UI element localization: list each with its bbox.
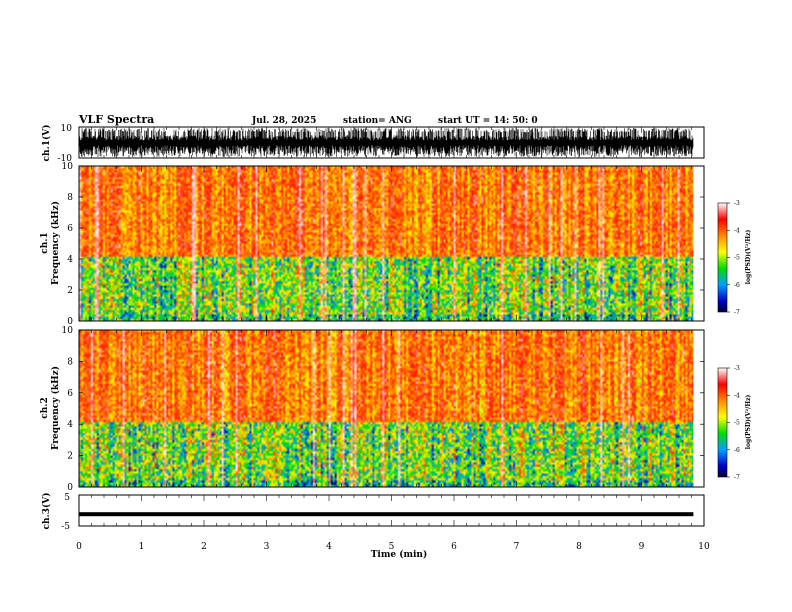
ch2-spectrogram-panel: 0 2 4 6 8 10 ch.2 Frequency (kHz) [40, 326, 705, 493]
ch1-spectrogram-ytick-label: 6 [67, 224, 73, 234]
start-time-label: start UT = 14: 50: 0 [438, 116, 538, 126]
ch1-spectrogram-panel: 0 2 4 6 8 10 ch.1 Frequency (kHz) [40, 162, 705, 327]
ch2-colorbar-label: log(PSD)(V2/Hz) [744, 395, 752, 450]
ch2-colorbar-tick-label: -7 [734, 474, 740, 481]
ch1-colorbar-scale [717, 202, 728, 313]
ch2-spectrogram-ytick-label: 2 [67, 452, 73, 462]
ch2-spectrogram-ytick-label: 4 [67, 420, 73, 430]
ch1-colorbar: -3 -4 -5 -6 -7 log(PSD)(V2/Hz) [717, 200, 752, 316]
ch3-waveform-ylabel: ch.3(V) [41, 493, 52, 530]
x-tick-label: 10 [698, 542, 710, 552]
station-label: station= ANG [343, 116, 412, 126]
ch2-spectrogram-cells [79, 330, 694, 487]
ch1-ytick-top: 10 [61, 124, 73, 134]
x-tick-label: 8 [576, 542, 582, 552]
ch2-spectrogram-ytick-label: 10 [62, 326, 74, 336]
ch2-colorbar-tick-label: -4 [734, 392, 740, 399]
ch2-spectrogram-image [79, 330, 694, 487]
ch1-spectrogram-ytick-label: 10 [62, 162, 74, 172]
ch2-spectrogram-ytick-label: 8 [67, 357, 73, 367]
ch2-colorbar-tick-label: -5 [734, 420, 740, 427]
x-tick-label: 7 [514, 542, 520, 552]
ch2-colorbar-tick-label: -6 [734, 447, 740, 454]
ch3-ytick-top: 5 [64, 493, 70, 503]
ch1-colorbar-tick-label: -5 [734, 255, 740, 262]
ch2-colorbar-tick-label: -3 [734, 365, 740, 372]
ch1-colorbar-tick-label: -3 [734, 200, 740, 207]
ch1-spectrogram-ylabel-1: ch.1 [40, 232, 50, 253]
ch2-colorbar-scale [717, 367, 728, 478]
x-tick-label: 2 [201, 542, 207, 552]
ch2-spectrogram-ytick-label: 0 [67, 483, 73, 493]
ch1-colorbar-tick-label: -6 [734, 282, 740, 289]
x-tick-label: 9 [639, 542, 645, 552]
ch1-waveform-ylabel: ch.1(V) [41, 125, 52, 162]
x-tick-label: 3 [264, 542, 270, 552]
x-tick-label: 5 [389, 542, 395, 552]
ch1-colorbar-tick-label: -4 [734, 227, 740, 234]
x-ticks [78, 127, 705, 526]
ch1-waveform-panel: 10 -10 ch.1(V) [41, 124, 705, 164]
x-tick-labels: 0 1 2 3 4 5 6 7 8 9 10 [76, 542, 710, 552]
ch2-colorbar: -3 -4 -5 -6 -7 log(PSD)(V2/Hz) [717, 365, 752, 481]
ch3-waveform-trace [79, 512, 694, 517]
ch1-spectrogram-ytick-label: 2 [67, 286, 73, 296]
ch1-colorbar-label: log(PSD)(V2/Hz) [744, 230, 752, 285]
ch3-ytick-bottom: -5 [61, 522, 70, 532]
ch1-spectrogram-ytick-label: 0 [67, 317, 73, 327]
ch1-waveform-line [78, 128, 694, 157]
ch2-spectrogram-ytick-label: 6 [67, 389, 73, 399]
figure-title: VLF Spectra [78, 113, 154, 126]
ch1-spectrogram-ytick-label: 8 [67, 193, 73, 203]
x-tick-label: 6 [451, 542, 457, 552]
ch2-spectrogram-ylabel-1: ch.2 [40, 397, 50, 418]
ch1-spectrogram-ytick-label: 4 [67, 255, 73, 265]
date-label: Jul. 28, 2025 [251, 116, 316, 126]
x-tick-label: 1 [139, 542, 145, 552]
ch3-waveform-panel: 5 -5 ch.3(V) [41, 493, 705, 532]
x-tick-label: 4 [326, 542, 332, 552]
x-axis-label: Time (min) [371, 549, 428, 560]
ch1-ytick-bottom: -10 [58, 154, 73, 164]
ch1-waveform-trace [78, 128, 694, 157]
ch1-spectrogram-ylabel-2: Frequency (kHz) [50, 201, 61, 285]
ch1-colorbar-tick-label: -7 [734, 309, 740, 316]
x-tick-label: 0 [76, 542, 82, 552]
ch2-spectrogram-ylabel-2: Frequency (kHz) [50, 366, 61, 450]
ch1-spectrogram-image [79, 166, 694, 321]
ch1-spectrogram-cells [79, 166, 694, 321]
